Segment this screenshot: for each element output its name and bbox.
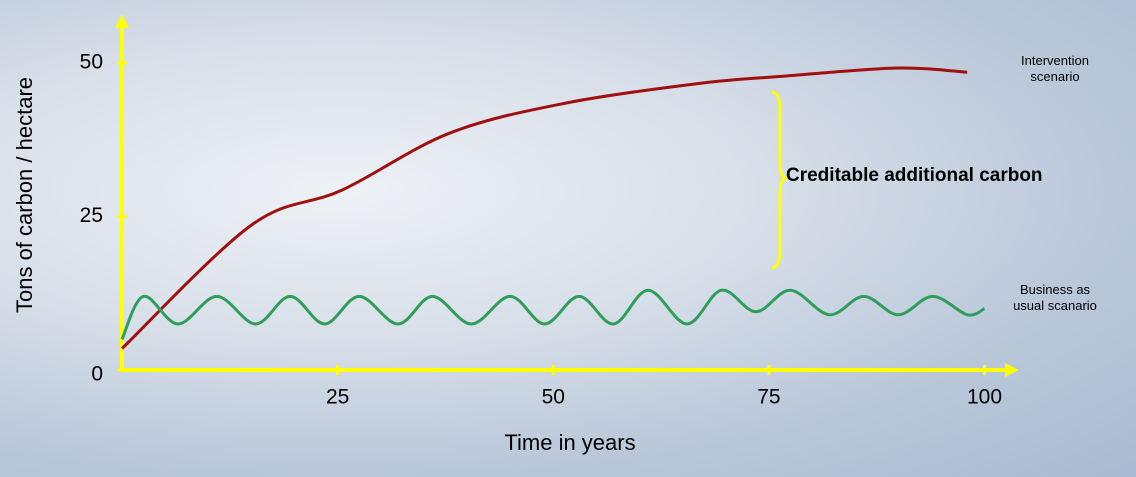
series-line [122,290,985,339]
y-axis-title: Tons of carbon / hectare [12,77,37,313]
x-tick-label: 25 [326,386,349,409]
x-tick-label: 100 [967,386,1002,409]
x-axis-arrow [1005,363,1019,377]
x-axis-title: Time in years [504,430,635,455]
annotation: Creditable additional carbon [786,165,1043,186]
chart-svg: Time in years Tons of carbon / hectare C… [0,0,1136,477]
series-label: Intervention scenario [1010,53,1100,85]
y-axis-arrow [115,14,129,28]
series-line [122,68,967,349]
x-tick-label: 50 [542,386,565,409]
series-label: Business as usual scanario [1010,282,1100,314]
y-tick-label: 50 [80,51,103,74]
chart: Time in years Tons of carbon / hectare C… [0,0,1136,477]
y-tick-label: 0 [91,363,103,386]
x-tick-label: 75 [757,386,780,409]
y-tick-label: 25 [80,204,103,227]
